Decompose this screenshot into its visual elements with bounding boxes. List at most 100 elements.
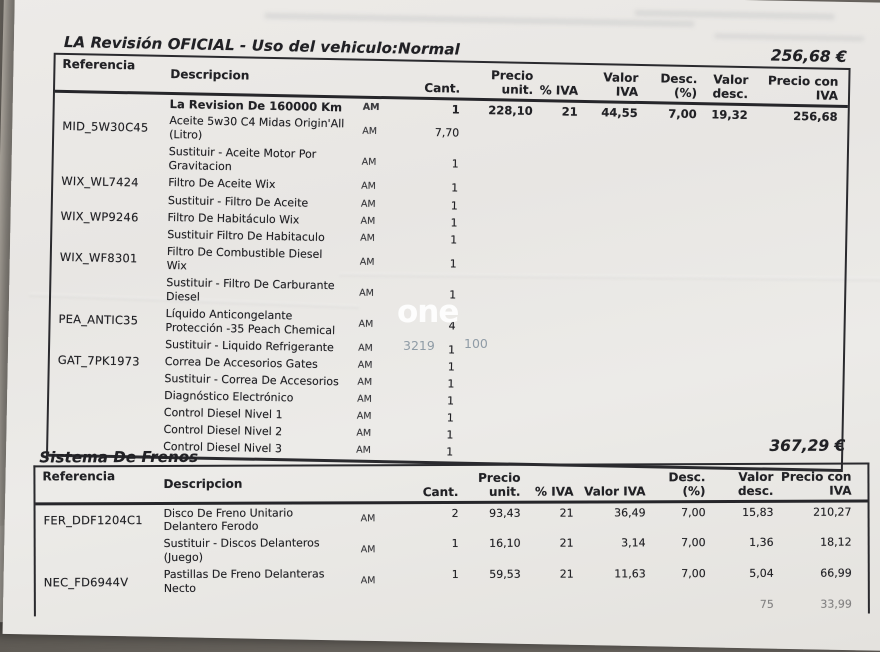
cant-value: 2 xyxy=(388,505,459,520)
column-header: Referencia xyxy=(35,470,163,484)
description: Filtro De Aceite Wix xyxy=(168,176,346,193)
valor-iva-value xyxy=(575,243,635,244)
description: Aceite 5w30 C4 Midas Origin'All (Litro) xyxy=(169,114,348,145)
valor-desc-value: 15,83 xyxy=(706,504,774,519)
cant-value: 1 xyxy=(385,232,457,247)
description xyxy=(164,606,346,607)
valor-iva-value xyxy=(576,226,636,227)
pct-iva-value xyxy=(528,369,573,370)
description: Líquido Anticongelante Protección -35 Pe… xyxy=(165,307,344,338)
pct-iva-value xyxy=(532,135,577,136)
desc-pct-value xyxy=(637,137,696,138)
cant-value: 1 xyxy=(387,156,459,171)
bleed-through-texture xyxy=(264,13,694,27)
cant-value: 1 xyxy=(382,411,454,426)
precio-con-iva-value xyxy=(743,373,833,375)
precio-unit-value xyxy=(458,206,531,207)
column-header: Referencia xyxy=(55,58,170,74)
valor-iva-value xyxy=(577,167,637,168)
section-total-amount: 256,68 € xyxy=(771,47,847,66)
desc-pct-value: 7,00 xyxy=(646,505,706,520)
am-flag: AM xyxy=(343,318,383,331)
precio-con-iva-value xyxy=(747,170,837,172)
precio-con-iva-value: 33,99 xyxy=(774,597,852,612)
watermark: one 3219 100 xyxy=(397,297,507,328)
valor-desc-value xyxy=(691,406,742,407)
description: Sustituir - Liquido Refrigerante xyxy=(165,338,343,355)
precio-unit-value xyxy=(455,368,528,369)
reference-code: GAT_7PK1973 xyxy=(50,353,165,370)
precio-unit-value xyxy=(459,134,532,135)
cant-value xyxy=(388,598,459,599)
reference-code xyxy=(49,377,164,379)
pct-iva-value: 21 xyxy=(521,505,574,520)
cant-value: 1 xyxy=(385,256,457,271)
cant-value: 1 xyxy=(385,215,457,230)
pct-iva-value xyxy=(527,403,572,404)
precio-unit-value xyxy=(459,165,532,166)
reference-code: FER_DDF1204C1 xyxy=(36,513,164,528)
column-header: Desc. (%) xyxy=(645,471,705,498)
am-flag: AM xyxy=(346,545,388,557)
precio-con-iva-value xyxy=(745,270,835,272)
reference-code: NEC_FD6944V xyxy=(36,575,164,590)
column-header: Valor desc. xyxy=(697,73,749,101)
reference-code: WIX_WL7424 xyxy=(53,174,168,191)
column-header: Cant. xyxy=(388,81,460,96)
desc-pct-value xyxy=(633,354,692,355)
valor-iva-value xyxy=(573,353,633,354)
valor-desc-value: 75 xyxy=(706,597,774,612)
description: Filtro De Habitáculo Wix xyxy=(167,211,345,228)
valor-iva-value xyxy=(576,191,636,192)
precio-unit-value xyxy=(454,419,527,420)
reference-code: WIX_WP9246 xyxy=(52,208,167,225)
am-flag: AM xyxy=(346,514,388,526)
section-revision-oficial: LA Revisión OFICIAL - Uso del vehiculo:N… xyxy=(46,23,851,472)
am-flag: AM xyxy=(347,125,387,138)
am-flag: AM xyxy=(348,101,388,114)
pct-iva-value: 21 xyxy=(521,567,574,582)
reference-code xyxy=(52,233,167,235)
valor-iva-value: 44,55 xyxy=(578,104,638,120)
pct-iva-value xyxy=(530,242,575,243)
pct-iva-value xyxy=(531,207,576,208)
description: Sustituir - Correa De Accesorios xyxy=(164,372,342,389)
desc-pct-value xyxy=(633,371,692,372)
cant-value: 1 xyxy=(382,394,454,409)
valor-desc-value xyxy=(696,138,747,139)
column-header: Precio con IVA xyxy=(773,471,851,498)
am-flag: AM xyxy=(346,198,386,211)
pct-iva-value xyxy=(521,598,574,599)
pct-iva-value xyxy=(528,352,573,353)
column-header: Precio unit. xyxy=(460,69,534,97)
photo-of-invoice: { "watermark": { "logo_text": "one", "le… xyxy=(0,0,880,600)
reference-code xyxy=(49,411,164,413)
column-header: Descripcion xyxy=(163,478,345,492)
description: Sustituir - Filtro De Aceite xyxy=(168,194,346,211)
reference-code xyxy=(53,198,168,200)
precio-con-iva-value: 18,12 xyxy=(774,535,852,550)
precio-con-iva-value xyxy=(742,424,832,426)
desc-pct-value xyxy=(637,168,696,169)
pct-iva-value xyxy=(531,225,576,226)
precio-unit-value: 16,10 xyxy=(459,536,521,551)
valor-desc-value: 19,32 xyxy=(697,107,748,123)
am-flag: AM xyxy=(345,232,385,245)
valor-iva-value xyxy=(577,136,637,137)
section-title: Sistema De Frenos xyxy=(39,448,198,467)
one-logo: one xyxy=(397,297,507,328)
description: Correa De Accesorios Gates xyxy=(165,355,343,372)
reference-code: WIX_WF8301 xyxy=(52,250,167,267)
valor-desc-value xyxy=(694,228,745,229)
precio-con-iva-value xyxy=(747,139,837,141)
watermark-right-number: 100 xyxy=(464,336,488,351)
desc-pct-value xyxy=(632,388,691,389)
valor-iva-value: 3,14 xyxy=(574,536,646,551)
valor-desc-value xyxy=(691,423,742,424)
precio-con-iva-value xyxy=(745,229,835,231)
